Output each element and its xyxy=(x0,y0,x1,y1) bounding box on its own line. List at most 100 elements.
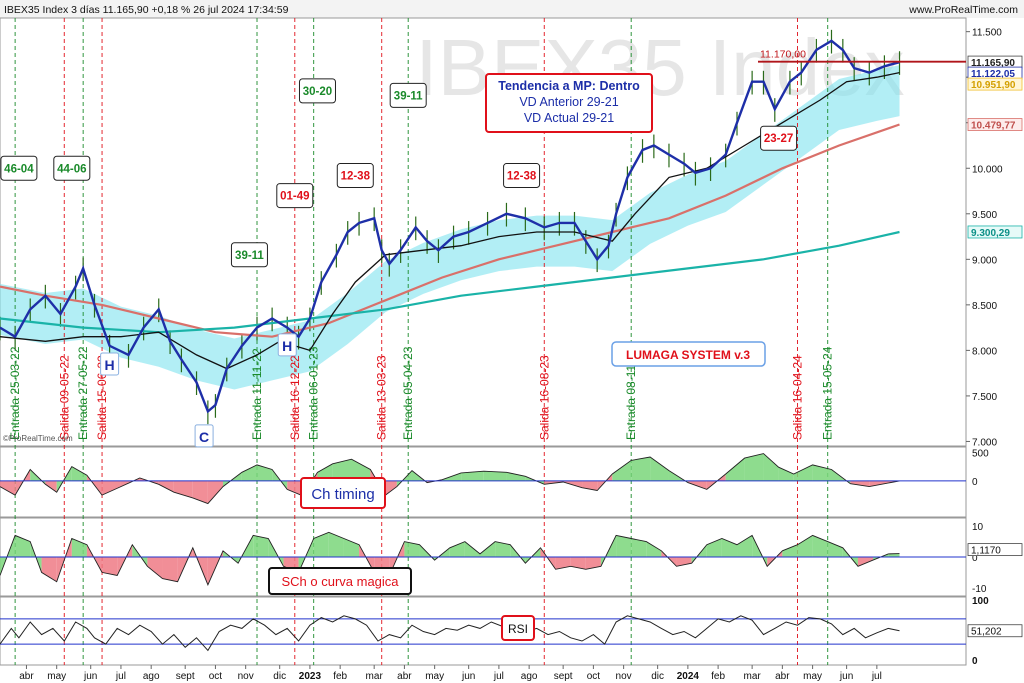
x-tick-label-28: jul xyxy=(871,671,882,682)
x-tick-label-17: ago xyxy=(521,671,538,682)
ch-timing-area-18 xyxy=(287,480,303,496)
sch-area-49 xyxy=(737,535,753,557)
x-tick-label-9: dic xyxy=(273,671,286,682)
rsi-label: RSI xyxy=(508,622,528,636)
x-tick-label-2: may xyxy=(47,671,66,682)
ch-timing-label-box: Ch timing xyxy=(300,477,386,509)
ch-timing-area-5 xyxy=(71,466,87,481)
signal-box-label-7: 12-38 xyxy=(507,171,537,183)
signal-box-label-0: 46-04 xyxy=(4,163,34,175)
x-tick-label-22: 2024 xyxy=(677,671,700,682)
signal-box-label-3: 01-49 xyxy=(280,191,309,203)
sch-value-tag xyxy=(967,543,1023,557)
x-tick-label-15: jun xyxy=(461,671,475,682)
sch-area-53 xyxy=(797,535,813,557)
sch-area-23 xyxy=(343,538,360,557)
price-tick-label-9: 7.000 xyxy=(972,437,997,448)
sch-area-54 xyxy=(812,535,828,557)
x-tick-label-25: abr xyxy=(775,671,790,682)
pattern-label-0: H xyxy=(105,357,115,373)
ch-timing-tick-0: 500 xyxy=(972,448,989,459)
signal-line-label-1: Entrada 25-03-22 xyxy=(8,346,22,440)
signal-box-8 xyxy=(760,125,798,151)
sch-area-33 xyxy=(495,541,511,557)
signal-box-label-8: 23-27 xyxy=(764,133,793,145)
x-tick-label-1: abr xyxy=(19,671,34,682)
x-tick-label-8: nov xyxy=(238,671,254,682)
system-label: LUMAGA SYSTEM v.3 xyxy=(626,348,750,362)
sch-value-label: 1,1170 xyxy=(971,546,1001,557)
value-tag-label-4: 9.300,29 xyxy=(971,228,1010,239)
sch-area-5 xyxy=(71,538,87,557)
signal-box-label-6: 39-11 xyxy=(394,90,423,102)
pattern-label-1: C xyxy=(199,429,209,445)
ch-timing-area-29 xyxy=(461,471,484,481)
sch-area-39 xyxy=(585,557,601,570)
sch-area-57 xyxy=(857,557,874,567)
signal-box-2 xyxy=(230,242,268,268)
sch-area-11 xyxy=(162,557,178,582)
ch-timing-area-0 xyxy=(0,480,16,496)
ch-timing-area-48 xyxy=(812,464,832,481)
pattern-label-2: H xyxy=(282,338,292,354)
ch-timing-area-31 xyxy=(506,472,526,481)
system-label-box: LUMAGA SYSTEM v.3 xyxy=(611,341,766,367)
signal-box-6 xyxy=(389,82,427,108)
signal-box-1 xyxy=(53,155,91,181)
ch-timing-area-47 xyxy=(793,464,813,481)
signal-box-label-2: 39-11 xyxy=(235,250,264,262)
price-tick-label-3: 10.000 xyxy=(972,164,1003,175)
value-tag-label-1: 11.122,05 xyxy=(971,69,1015,80)
sch-area-48 xyxy=(721,538,738,557)
price-annotations: 11.170,00 46-04 44-06 39-11 01-49 30-20 12-38 3… xyxy=(0,49,966,448)
panel-credit: ©ProRealTime.com xyxy=(3,434,73,443)
x-tick-label-21: dic xyxy=(651,671,664,682)
rsi-value-tag xyxy=(967,624,1023,638)
x-tick-label-11: feb xyxy=(333,671,347,682)
rsi-tick-1: 0 xyxy=(972,656,978,667)
rsi-label-box: RSI xyxy=(501,615,535,641)
sch-line xyxy=(0,531,900,586)
ch-timing-area-37 xyxy=(612,460,632,481)
price-tick-label-5: 9.000 xyxy=(972,255,997,266)
ch-timing-area-38 xyxy=(631,456,651,481)
x-tick-label-6: sept xyxy=(176,671,195,682)
signal-line-label-10: Salida 16-08-23 xyxy=(537,355,551,440)
ch-timing-area-13 xyxy=(207,480,223,504)
ch-timing-area-22 xyxy=(351,459,371,481)
signal-box-7 xyxy=(503,163,541,189)
rsi-value-label: 51,202 xyxy=(971,627,1002,638)
sch-tick-2: -10 xyxy=(972,584,987,595)
sch-area-8 xyxy=(117,544,133,576)
value-tag-2 xyxy=(967,77,1023,91)
ch-timing-area-15 xyxy=(241,464,258,481)
rsi-panel-frame xyxy=(0,596,967,666)
sch-area-10 xyxy=(147,557,163,579)
x-tick-label-3: jun xyxy=(83,671,97,682)
sch-area-27 xyxy=(404,541,420,557)
value-tag-label-3: 10.479,77 xyxy=(971,121,1016,132)
sch-area-1 xyxy=(15,535,31,557)
sch-area-32 xyxy=(480,541,496,557)
ch-timing-area-46 xyxy=(778,467,794,481)
price-line xyxy=(0,39,900,414)
pattern-box-0 xyxy=(100,352,120,376)
sch-tick-0: 10 xyxy=(972,522,984,533)
x-tick-label-13: abr xyxy=(397,671,412,682)
sch-area-38 xyxy=(570,557,586,570)
sch-area-41 xyxy=(616,535,632,557)
ch-timing-area-12 xyxy=(192,480,208,504)
signal-line-label-13: Entrada 15-05-24 xyxy=(821,346,835,440)
ch-timing-area-21 xyxy=(332,459,352,481)
sch-label: SCh o curva magica xyxy=(281,574,399,589)
sch-area-17 xyxy=(253,535,269,557)
signal-line-label-6: Salida 16-12-22 xyxy=(288,355,302,440)
ch-timing-label: Ch timing xyxy=(311,486,374,503)
info-line-3: VD Actual 29-21 xyxy=(524,111,614,125)
signal-box-5 xyxy=(336,163,374,189)
x-tick-label-4: jul xyxy=(115,671,126,682)
sch-area-30 xyxy=(449,541,465,557)
chart-title: IBEX35 Index 3 días 11.165,90 +0,18 % 26… xyxy=(4,4,289,16)
sch-area-21 xyxy=(313,532,329,557)
